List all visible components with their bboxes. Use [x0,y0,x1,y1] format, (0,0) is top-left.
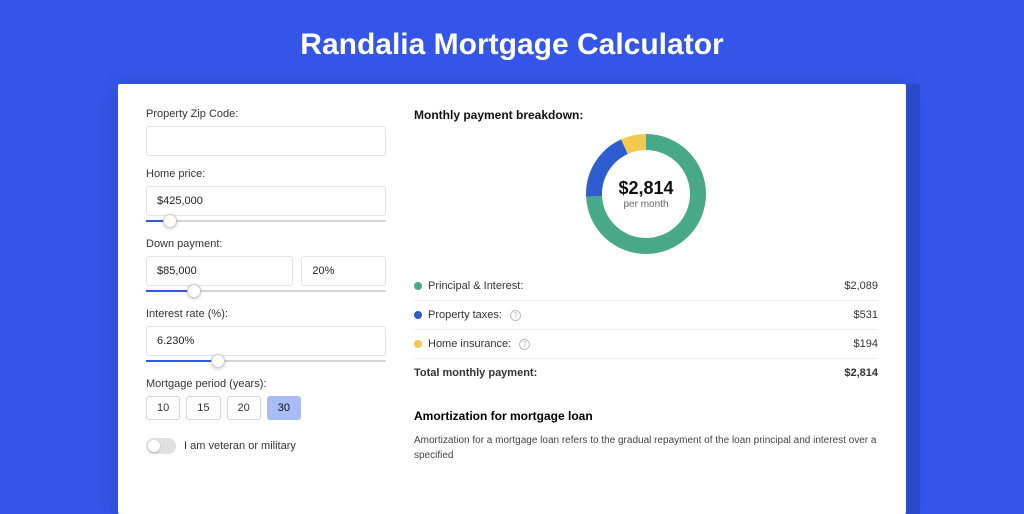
donut-chart: $2,814 per month [414,134,878,254]
help-icon[interactable]: ? [510,310,521,321]
mortgage-period-20[interactable]: 20 [227,396,261,420]
mortgage-period-10[interactable]: 10 [146,396,180,420]
mortgage-period-label: Mortgage period (years): [146,378,386,390]
legend-label: Home insurance: [428,338,511,350]
legend-dot [414,311,422,319]
help-icon[interactable]: ? [519,339,530,350]
breakdown-column: Monthly payment breakdown: $2,814 per mo… [414,108,878,490]
legend-label: Property taxes: [428,309,502,321]
interest-rate-label: Interest rate (%): [146,308,386,320]
zip-label: Property Zip Code: [146,108,386,120]
down-payment-slider[interactable] [146,284,386,296]
legend-amount: $2,089 [844,280,878,292]
donut-center: $2,814 per month [618,178,673,210]
down-payment-label: Down payment: [146,238,386,250]
zip-input[interactable] [146,126,386,156]
donut-amount: $2,814 [618,178,673,199]
interest-rate-slider[interactable] [146,354,386,366]
interest-rate-input[interactable] [146,326,386,356]
breakdown-title: Monthly payment breakdown: [414,108,878,122]
legend-dot [414,282,422,290]
calculator-card: Property Zip Code: Home price: Down paym… [118,84,906,514]
home-price-label: Home price: [146,168,386,180]
total-row: Total monthly payment: $2,814 [414,359,878,387]
legend-row-home_insurance: Home insurance:? $194 [414,330,878,359]
total-amount: $2,814 [844,367,878,379]
legend-dot [414,340,422,348]
veteran-toggle[interactable] [146,438,176,454]
amortization-title: Amortization for mortgage loan [414,409,878,423]
donut-sub: per month [618,199,673,210]
toggle-knob [148,440,160,452]
mortgage-period-options: 1015 2030 [146,396,386,420]
mortgage-period-30[interactable]: 30 [267,396,301,420]
mortgage-period-15[interactable]: 15 [186,396,220,420]
form-column: Property Zip Code: Home price: Down paym… [146,108,386,490]
home-price-input[interactable] [146,186,386,216]
legend-label: Principal & Interest: [428,280,523,292]
legend-row-principal_interest: Principal & Interest: $2,089 [414,272,878,301]
home-price-slider[interactable] [146,214,386,226]
amortization-text: Amortization for a mortgage loan refers … [414,433,878,463]
total-label: Total monthly payment: [414,367,537,379]
legend-row-property_taxes: Property taxes:? $531 [414,301,878,330]
down-payment-amount-input[interactable] [146,256,293,286]
legend-amount: $531 [854,309,878,321]
veteran-label: I am veteran or military [184,440,296,452]
legend-amount: $194 [854,338,878,350]
page-title: Randalia Mortgage Calculator [0,0,1024,84]
down-payment-percent-input[interactable] [301,256,386,286]
